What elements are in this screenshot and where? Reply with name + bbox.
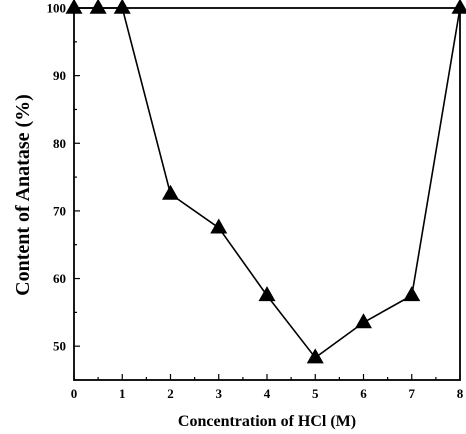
plot-frame bbox=[73, 7, 461, 381]
x-tick-label: 4 bbox=[264, 386, 271, 401]
data-point bbox=[162, 184, 179, 200]
x-tick-label: 3 bbox=[216, 386, 223, 401]
x-tick-label: 8 bbox=[457, 386, 464, 401]
y-tick-label: 90 bbox=[53, 68, 66, 83]
series-line bbox=[74, 7, 461, 359]
y-axis-title: Content of Anatase (%) bbox=[12, 94, 34, 296]
data-point bbox=[258, 286, 276, 302]
x-axis-title: Concentration of HCl (M) bbox=[178, 413, 356, 430]
data-point bbox=[403, 286, 421, 302]
x-tick-label: 0 bbox=[71, 386, 78, 401]
y-tick-label: 60 bbox=[53, 271, 66, 286]
data-point bbox=[113, 0, 131, 14]
y-tick-label: 100 bbox=[47, 1, 67, 16]
x-tick-label: 5 bbox=[312, 386, 319, 401]
data-point bbox=[65, 0, 83, 14]
x-tick-label: 1 bbox=[119, 386, 126, 401]
y-tick-label: 70 bbox=[53, 203, 66, 218]
plot-area: 0 1 2 3 4 5 6 7 8 50 60 70 80 90 100 bbox=[47, 0, 466, 401]
data-point bbox=[355, 313, 372, 329]
x-tick-label: 7 bbox=[409, 386, 416, 401]
x-tick-label: 6 bbox=[360, 386, 367, 401]
y-tick-label: 50 bbox=[53, 339, 66, 354]
data-point bbox=[89, 0, 107, 14]
x-tick-label: 2 bbox=[167, 386, 174, 401]
data-point bbox=[306, 348, 324, 364]
data-point bbox=[451, 0, 466, 14]
y-tick-label: 80 bbox=[53, 136, 66, 151]
data-point bbox=[210, 218, 228, 234]
